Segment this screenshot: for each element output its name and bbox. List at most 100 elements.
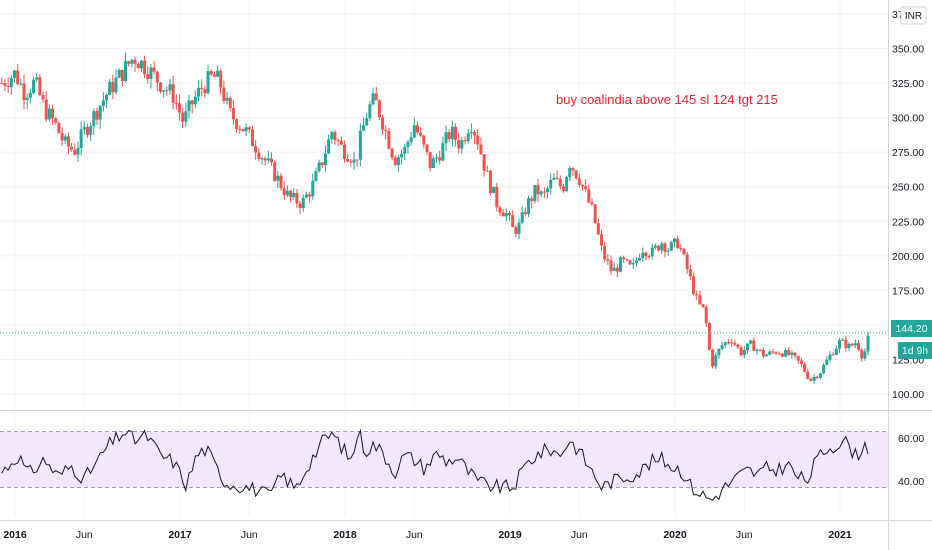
candle-body <box>254 146 258 153</box>
candle-body <box>301 197 305 209</box>
candle-body <box>298 203 302 209</box>
candle-body <box>511 215 515 228</box>
candle-body <box>317 162 321 172</box>
candle-body <box>768 351 772 355</box>
candle-body <box>371 93 375 105</box>
candle-body <box>850 343 854 346</box>
candle-body <box>584 186 588 190</box>
candle-body <box>406 141 410 147</box>
candle-body <box>818 373 822 378</box>
candle-body <box>733 342 737 345</box>
candle-body <box>672 238 676 243</box>
candle-body <box>622 257 626 260</box>
candle-body <box>101 100 105 107</box>
candle-body <box>457 139 461 149</box>
candle-body <box>28 92 32 98</box>
candle-body <box>831 354 835 356</box>
candle-body <box>695 293 699 296</box>
candle-body <box>390 148 394 158</box>
candle-body <box>834 348 838 355</box>
y-tick-label: 300.00 <box>892 113 924 125</box>
candle-body <box>454 126 458 140</box>
candle-body <box>152 67 156 72</box>
y-tick-label: 200.00 <box>892 251 924 263</box>
candle-body <box>793 352 797 356</box>
candle-body <box>400 153 404 158</box>
candle-body <box>136 63 140 69</box>
candle-body <box>638 257 642 261</box>
candle-body <box>241 129 245 132</box>
candle-body <box>98 106 102 120</box>
candle-body <box>222 87 226 101</box>
candle-body <box>355 159 359 161</box>
candle-body <box>523 212 527 215</box>
candle-body <box>105 94 109 101</box>
candle-body <box>555 177 559 179</box>
candle-body <box>358 130 362 160</box>
candle-body <box>415 125 419 133</box>
candle-body <box>685 254 689 270</box>
candle-body <box>41 94 45 100</box>
candle-body <box>422 135 426 145</box>
x-tick-label: Jun <box>571 529 588 541</box>
candle-body <box>847 343 851 349</box>
candle-body <box>92 111 96 127</box>
candle-body <box>377 100 381 118</box>
price-candles <box>0 52 888 384</box>
candle-body <box>853 343 857 346</box>
candle-body <box>460 140 464 149</box>
candle-body <box>70 146 74 150</box>
candle-body <box>536 185 540 195</box>
candle-body <box>257 152 261 159</box>
candle-body <box>784 350 788 357</box>
candle-body <box>133 59 137 64</box>
candle-body <box>124 61 128 82</box>
candle-body <box>114 77 118 93</box>
candle-body <box>501 212 505 217</box>
candle-body <box>549 179 553 189</box>
candle-body <box>619 257 623 272</box>
candle-body <box>488 170 492 194</box>
countdown-badge: 1d 9h <box>898 342 932 359</box>
candle-body <box>647 256 651 258</box>
rsi-tick-label: 40.00 <box>898 476 924 488</box>
candle-body <box>596 222 600 235</box>
last-price-label: 144.20 <box>895 323 927 335</box>
candle-body <box>463 140 467 142</box>
candle-body <box>530 198 534 202</box>
candle-body <box>57 122 61 134</box>
currency-button[interactable]: INR <box>900 6 927 25</box>
candle-body <box>653 245 657 248</box>
candle-body <box>193 96 197 105</box>
candle-body <box>216 70 220 77</box>
candle-body <box>60 133 64 141</box>
candle-body <box>89 126 93 135</box>
candle-body <box>219 70 223 88</box>
candle-body <box>73 149 77 155</box>
candle-body <box>739 347 743 356</box>
candle-body <box>476 135 480 145</box>
x-tick-label: Jun <box>241 529 258 541</box>
candle-body <box>726 342 730 344</box>
candle-body <box>517 222 521 234</box>
candle-body <box>362 125 366 131</box>
candle-body <box>765 354 769 357</box>
candle-body <box>514 227 518 234</box>
candle-body <box>336 140 340 142</box>
candle-body <box>577 178 581 185</box>
candle-body <box>273 162 277 181</box>
y-tick-label: 275.00 <box>892 147 924 159</box>
candle-body <box>79 129 83 148</box>
candle-body <box>197 87 201 97</box>
y-tick-label: 225.00 <box>892 216 924 228</box>
candle-body <box>327 139 331 154</box>
candle-body <box>308 194 312 197</box>
candle-body <box>837 340 841 349</box>
candle-body <box>841 339 845 341</box>
candle-body <box>498 207 502 213</box>
candle-body <box>780 353 784 357</box>
candle-body <box>396 157 400 165</box>
candle-body <box>745 343 749 351</box>
candle-body <box>542 191 546 193</box>
